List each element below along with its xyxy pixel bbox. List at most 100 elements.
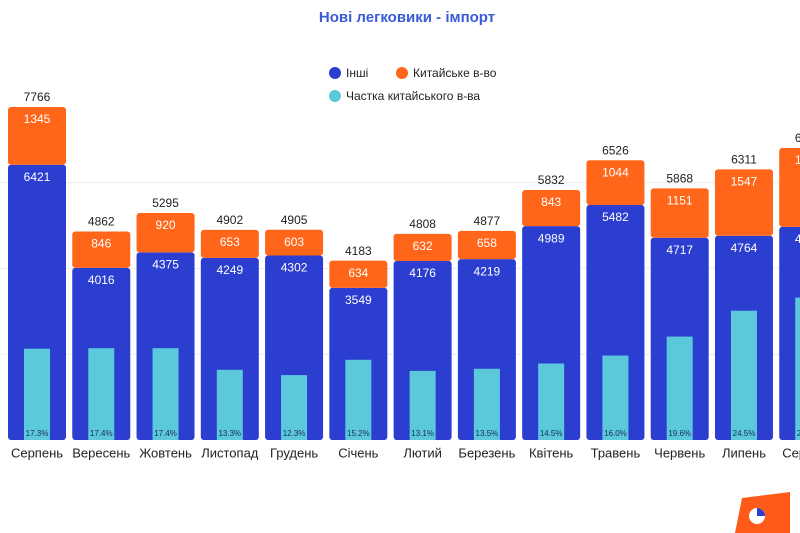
- value-label: 4176: [409, 266, 436, 280]
- total-label: 5868: [666, 172, 693, 186]
- value-label: 4970: [795, 232, 800, 246]
- share-label: 24.5%: [733, 429, 756, 438]
- value-label: 4717: [666, 243, 693, 257]
- bar-segment: [200, 257, 259, 440]
- share-bar: [88, 348, 115, 440]
- legend-label: Інші: [346, 66, 368, 80]
- x-tick-label: Квітень: [529, 445, 574, 460]
- value-label: 3549: [345, 293, 372, 307]
- share-bar: [538, 363, 565, 440]
- total-label: 5295: [152, 196, 179, 210]
- bar-segment: [586, 160, 645, 205]
- value-label: 603: [284, 235, 304, 249]
- value-label: 4016: [88, 273, 115, 287]
- value-label: 1151: [667, 194, 693, 208]
- share-label: 17.4%: [154, 429, 177, 438]
- bar-segment: [393, 260, 452, 440]
- x-tick-label: Січень: [338, 445, 378, 460]
- chart-title: Нові легковики - імпорт: [319, 9, 495, 26]
- share-bar: [345, 359, 372, 440]
- bar-segment: [650, 188, 709, 238]
- bar-segment: [779, 148, 800, 227]
- legend-swatch: [329, 67, 341, 79]
- bar-segment: [265, 255, 324, 440]
- share-bar: [409, 370, 436, 440]
- value-label: 4302: [281, 261, 308, 275]
- value-label: 843: [541, 195, 561, 209]
- bar-segment: [522, 226, 581, 440]
- value-label: 658: [477, 236, 497, 250]
- share-label: 17.4%: [90, 429, 113, 438]
- x-tick-label: Лютий: [403, 445, 441, 460]
- share-label: 16.0%: [604, 429, 627, 438]
- value-label: 653: [220, 235, 240, 249]
- share-bar: [473, 368, 500, 440]
- share-label: 13.1%: [411, 429, 434, 438]
- x-tick-label: Травень: [591, 445, 641, 460]
- x-tick-label: Липень: [722, 445, 766, 460]
- share-bar: [730, 310, 757, 440]
- total-label: 4862: [88, 215, 115, 229]
- x-tick-label: Вересень: [72, 445, 130, 460]
- value-label: 846: [91, 237, 111, 251]
- x-tick-label: Грудень: [270, 445, 318, 460]
- share-label: 13.3%: [218, 429, 241, 438]
- total-label: 4905: [281, 213, 308, 227]
- share-label: 15.2%: [347, 429, 370, 438]
- total-label: 4183: [345, 244, 372, 258]
- x-tick-label: Серпень: [782, 445, 800, 460]
- share-bar: [281, 375, 308, 440]
- total-label: 6311: [731, 153, 757, 167]
- legend-label: Китайське в-во: [413, 66, 497, 80]
- value-label: 5482: [602, 210, 629, 224]
- bar-segment: [522, 189, 581, 227]
- share-bar: [24, 348, 50, 440]
- value-label: 4219: [474, 264, 501, 278]
- share-bar: [795, 297, 800, 440]
- share-label: 27.0%: [797, 429, 800, 438]
- total-label: 6526: [602, 143, 629, 157]
- share-bar: [216, 369, 243, 440]
- legend-swatch: [396, 67, 408, 79]
- value-label: 1345: [24, 112, 51, 126]
- share-bar: [666, 336, 693, 440]
- share-bar: [602, 355, 629, 440]
- value-label: 632: [413, 239, 433, 253]
- value-label: 6421: [24, 170, 51, 184]
- share-label: 19.6%: [668, 429, 691, 438]
- value-label: 1044: [602, 165, 629, 179]
- bar-segment: [714, 169, 773, 236]
- bar-segment: [779, 226, 800, 440]
- x-tick-label: Березень: [458, 445, 515, 460]
- total-label: 6810: [795, 131, 800, 145]
- bar-segment: [586, 204, 645, 440]
- bar-segment: [136, 252, 195, 440]
- value-label: 4375: [152, 258, 179, 272]
- share-label: 12.3%: [283, 429, 306, 438]
- share-label: 17.3%: [26, 429, 49, 438]
- total-label: 5832: [538, 173, 565, 187]
- bar-segment: [265, 229, 324, 256]
- x-tick-label: Червень: [654, 445, 705, 460]
- total-label: 4877: [474, 214, 501, 228]
- value-label: 920: [156, 218, 176, 232]
- bar-segment: [329, 260, 388, 288]
- total-label: 4902: [216, 213, 243, 227]
- value-label: 4249: [216, 263, 243, 277]
- value-label: 4764: [731, 241, 758, 255]
- share-bar: [152, 348, 179, 440]
- value-label: 4989: [538, 231, 565, 245]
- bar-segment: [72, 231, 131, 268]
- share-label: 13.5%: [476, 429, 499, 438]
- value-label: 1840: [795, 153, 800, 167]
- legend-label: Частка китайського в-ва: [346, 89, 480, 103]
- x-tick-label: Листопад: [201, 445, 259, 460]
- value-label: 634: [348, 266, 368, 280]
- bar-segment: [457, 259, 516, 440]
- bar-segment: [8, 107, 66, 165]
- share-label: 14.5%: [540, 429, 563, 438]
- bar-segment: [457, 230, 516, 260]
- total-label: 4808: [409, 217, 436, 231]
- bar-segment: [8, 164, 66, 440]
